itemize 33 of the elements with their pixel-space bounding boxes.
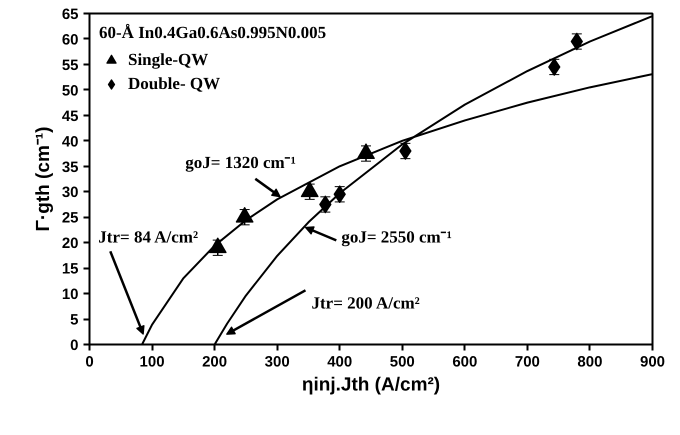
x-tick-label: 300: [264, 354, 290, 370]
x-tick-label: 0: [85, 354, 94, 370]
y-tick-label: 25: [62, 210, 79, 227]
x-tick-label: 800: [577, 354, 602, 370]
legend-label: Double- QW: [128, 74, 220, 94]
y-tick-label: 35: [62, 158, 79, 176]
x-tick-label: 600: [452, 354, 478, 370]
y-tick-label: 40: [62, 133, 79, 150]
x-tick-label: 400: [327, 354, 352, 370]
y-tick-label: 30: [62, 184, 79, 202]
y-tick-label: 50: [62, 82, 79, 100]
y-tick-label: 5: [70, 312, 78, 329]
x-tick-label: 500: [390, 354, 415, 370]
y-axis-title: Γ·gth (cm⁻¹): [32, 126, 54, 232]
x-axis-title: ηinj.Jth (A/cm²): [302, 374, 440, 396]
y-tick-label: 55: [62, 56, 79, 74]
x-tick-label: 100: [140, 354, 165, 370]
x-tick-label: 700: [514, 354, 540, 370]
y-tick-label: 60: [62, 31, 79, 48]
y-tick-label: 10: [62, 286, 79, 304]
annotation: goJ= 2550 cm⁻¹: [341, 227, 452, 246]
y-tick-label: 65: [62, 6, 79, 23]
annotation: goJ= 1320 cm⁻¹: [185, 152, 296, 172]
annotation: Jtr= 200 A/cm²: [311, 293, 420, 312]
annotation: Jtr= 84 A/cm²: [98, 227, 198, 246]
x-tick-label: 200: [202, 354, 228, 370]
y-tick-label: 0: [70, 337, 78, 354]
legend-title: 60-Å In0.4Ga0.6As0.995N0.005: [99, 23, 326, 43]
legend-label: Single-QW: [128, 50, 208, 70]
y-tick-label: 45: [62, 108, 79, 125]
y-tick-label: 15: [62, 260, 79, 278]
x-tick-label: 900: [640, 354, 666, 370]
y-tick-label: 20: [62, 235, 79, 252]
